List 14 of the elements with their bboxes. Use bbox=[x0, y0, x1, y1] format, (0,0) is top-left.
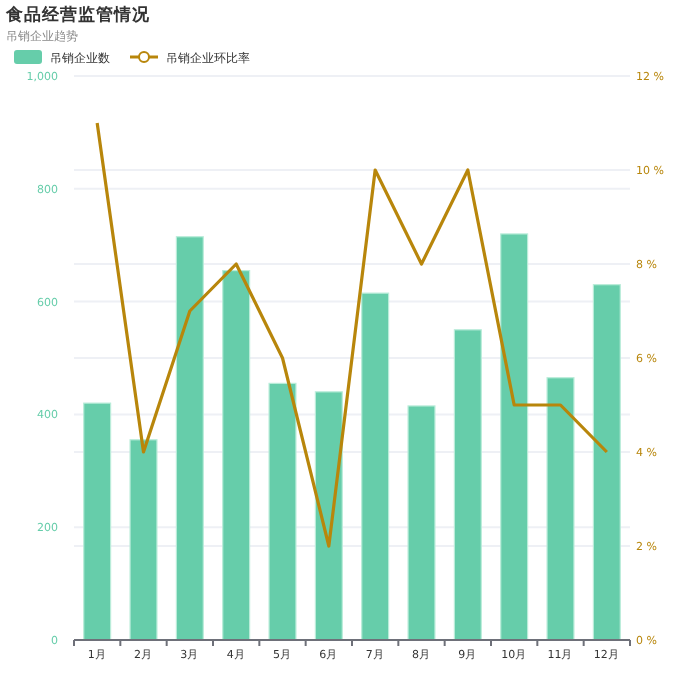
bar bbox=[129, 439, 158, 641]
bar bbox=[500, 233, 529, 641]
bar bbox=[314, 391, 343, 641]
bar bbox=[453, 329, 482, 641]
bar bbox=[268, 382, 297, 641]
bar bbox=[361, 292, 390, 641]
bar bbox=[407, 405, 436, 641]
bar bbox=[175, 236, 204, 641]
bar bbox=[83, 402, 112, 641]
bar bbox=[592, 284, 621, 641]
bar bbox=[222, 269, 251, 641]
bar bbox=[546, 377, 575, 641]
chart-title: 食品经营监管情况 bbox=[4, 4, 152, 26]
line-series bbox=[95, 121, 609, 548]
